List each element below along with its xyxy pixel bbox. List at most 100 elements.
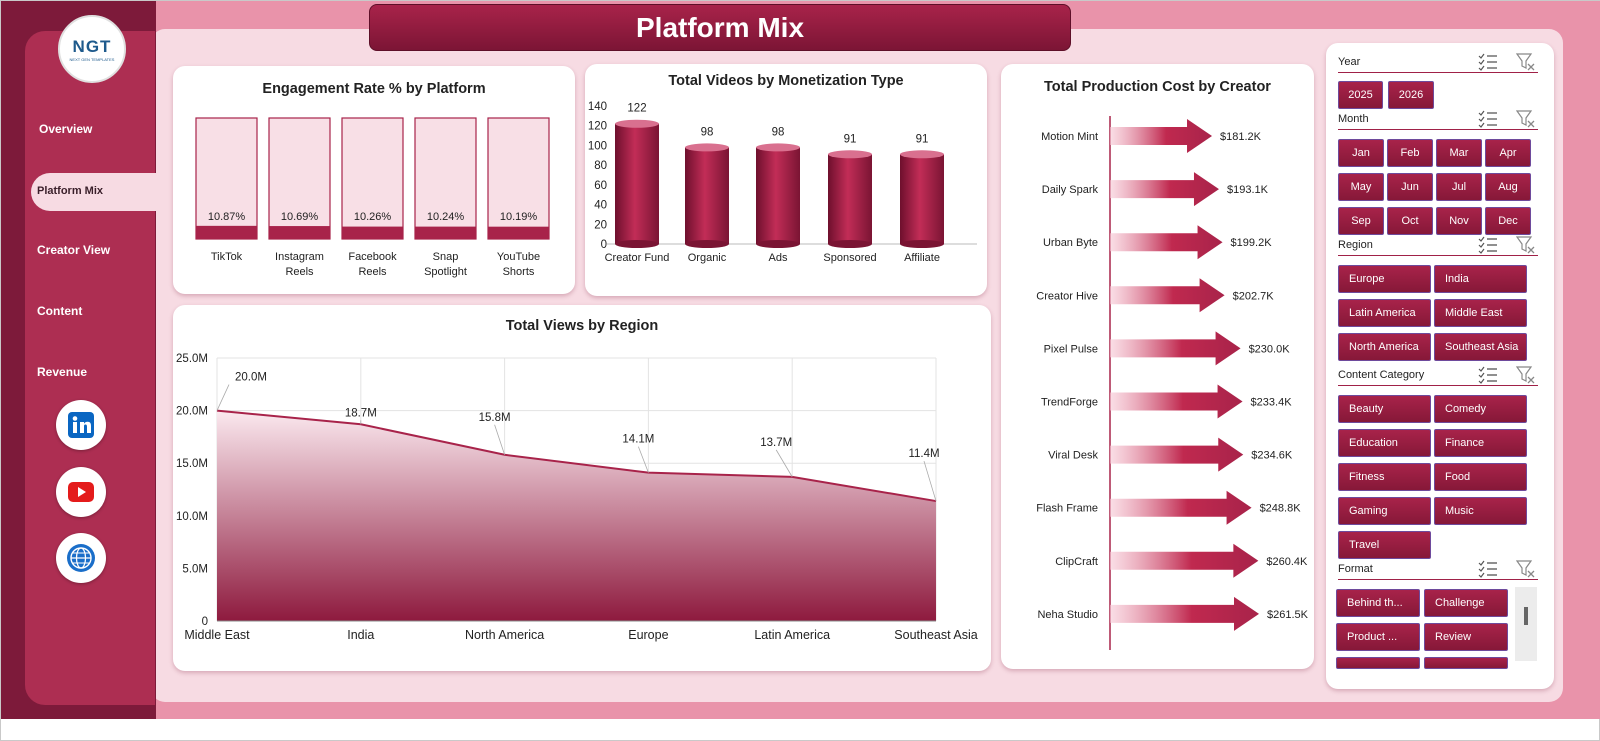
slicer-title: Month (1338, 113, 1369, 125)
logo: NGT NEXT GEN TEMPLATES (58, 15, 126, 83)
slicer-option-category[interactable]: Music (1434, 497, 1527, 525)
cost-value-label: $199.2K (1231, 237, 1273, 249)
videos-bar-base (685, 240, 729, 248)
slicer-option-year[interactable]: 2025 (1338, 81, 1383, 109)
slicer-option-month[interactable]: Dec (1485, 207, 1531, 235)
slicer-option-month[interactable]: May (1338, 173, 1384, 201)
slicer-option-format[interactable]: Challenge (1424, 589, 1508, 617)
nav-item-label: Platform Mix (37, 185, 104, 197)
slicer-option-month[interactable]: Jul (1436, 173, 1482, 201)
slicer-option-category[interactable]: Education (1338, 429, 1431, 457)
engagement-bar-track (487, 117, 550, 240)
slicer-option-month[interactable]: Nov (1436, 207, 1482, 235)
nav-item-revenue[interactable]: Revenue (37, 365, 88, 379)
slicer-option-month[interactable]: Sep (1338, 207, 1384, 235)
engagement-value-label: 10.69% (281, 211, 319, 223)
slicer-option-month[interactable]: Feb (1387, 139, 1433, 167)
multi-select-icon[interactable] (1478, 236, 1498, 259)
slicer-option-region[interactable]: Latin America (1338, 299, 1431, 327)
slicer-option-month[interactable]: Jun (1387, 173, 1433, 201)
views-y-tick: 20.0M (176, 406, 208, 418)
format-scrollbar[interactable] (1515, 587, 1537, 661)
slicer-option-category[interactable]: Comedy (1434, 395, 1527, 423)
nav-item-overview[interactable]: Overview (39, 122, 93, 136)
videos-bar-top (615, 119, 659, 128)
views-label-leader (775, 449, 793, 478)
slicer-title: Content Category (1338, 369, 1425, 381)
videos-bar-top (828, 150, 872, 159)
slicer-option-month[interactable]: Apr (1485, 139, 1531, 167)
cost-arrow-bar (1110, 278, 1225, 313)
clear-filter-icon[interactable] (1515, 110, 1536, 133)
cost-category-label: Neha Studio (1037, 609, 1098, 621)
scrollbar-thumb[interactable] (1524, 607, 1528, 625)
cost-arrow-bar (1110, 543, 1259, 578)
nav-item-creator-view[interactable]: Creator View (37, 243, 111, 257)
multi-select-icon[interactable] (1478, 110, 1498, 133)
slicer-option-year[interactable]: 2026 (1388, 81, 1434, 109)
linkedin-button[interactable] (56, 400, 106, 450)
sidebar-panel (25, 31, 155, 705)
youtube-button[interactable] (56, 467, 106, 517)
multi-select-icon[interactable] (1478, 53, 1498, 76)
website-button[interactable] (56, 533, 106, 583)
cost-chart: Motion Mint $181.2K Daily Spark $193.1K Urba… (1036, 116, 1309, 650)
cost-value-label: $193.1K (1227, 184, 1269, 196)
clear-filter-icon[interactable] (1515, 53, 1536, 76)
views-title: Total Views by Region (505, 318, 659, 334)
cost-category-label: Viral Desk (1048, 450, 1098, 462)
videos-chart: 140 120 100 80 60 40 20 0 122 Creator Fund 98 Organ… (588, 101, 977, 264)
nav-item-content[interactable]: Content (37, 304, 83, 318)
slicer-option-region[interactable]: India (1434, 265, 1527, 293)
slicer-option-month[interactable]: Oct (1387, 207, 1433, 235)
slicer-option-category[interactable]: Beauty (1338, 395, 1431, 423)
slicer-header-region: Region (1338, 236, 1538, 256)
views-area (217, 410, 936, 621)
slicer-option-month[interactable]: Jan (1338, 139, 1384, 167)
engagement-title: Engagement Rate % by Platform (262, 81, 486, 97)
slicer-option-region[interactable]: North America (1338, 333, 1431, 361)
videos-value-label: 91 (844, 133, 857, 145)
views-y-tick: 5.0M (182, 563, 208, 575)
cost-arrow-bar (1110, 331, 1241, 366)
multi-select-icon[interactable] (1478, 366, 1498, 389)
slicer-option-format[interactable]: Behind th... (1336, 589, 1420, 617)
slicer-option-region[interactable]: Middle East (1434, 299, 1527, 327)
views-category-label: Europe (628, 628, 668, 642)
cost-arrow-bar (1110, 490, 1252, 525)
slicer-option-format[interactable]: Review (1424, 623, 1508, 651)
slicer-option-month[interactable]: Mar (1436, 139, 1482, 167)
slicer-option-category[interactable]: Gaming (1338, 497, 1431, 525)
slicer-option-month[interactable]: Aug (1485, 173, 1531, 201)
slicer-option-format-partial[interactable] (1336, 657, 1420, 669)
cost-category-label: Daily Spark (1042, 184, 1099, 196)
videos-value-label: 91 (916, 133, 929, 145)
engagement-category-label: Facebook (348, 251, 397, 263)
engagement-value-label: 10.26% (354, 211, 392, 223)
nav-item-platform-mix[interactable]: Platform Mix (31, 173, 156, 211)
multi-select-icon[interactable] (1478, 560, 1498, 583)
slicer-option-category[interactable]: Travel (1338, 531, 1431, 559)
linkedin-icon (68, 412, 94, 438)
slicer-title: Format (1338, 563, 1373, 575)
slicer-option-format-partial[interactable] (1424, 657, 1508, 669)
clear-filter-icon[interactable] (1515, 560, 1536, 583)
slicer-option-region[interactable]: Europe (1338, 265, 1431, 293)
engagement-category-label: Reels (285, 266, 314, 278)
slicer-option-category[interactable]: Food (1434, 463, 1527, 491)
cost-arrow-bar (1110, 225, 1223, 260)
views-y-tick: 25.0M (176, 353, 208, 365)
clear-filter-icon[interactable] (1515, 366, 1536, 389)
slicer-option-region[interactable]: Southeast Asia (1434, 333, 1527, 361)
cost-title: Total Production Cost by Creator (1044, 79, 1271, 95)
cost-category-label: Flash Frame (1036, 503, 1098, 515)
videos-title: Total Videos by Monetization Type (668, 73, 904, 89)
views-value-label: 14.1M (622, 434, 654, 446)
slicer-option-category[interactable]: Fitness (1338, 463, 1431, 491)
slicer-option-category[interactable]: Finance (1434, 429, 1527, 457)
clear-filter-icon[interactable] (1515, 236, 1536, 259)
engagement-card: Engagement Rate % by Platform 10.87% TikT… (173, 66, 575, 294)
videos-bar (900, 154, 944, 244)
slicer-option-format[interactable]: Product ... (1336, 623, 1420, 651)
views-y-tick: 10.0M (176, 511, 208, 523)
